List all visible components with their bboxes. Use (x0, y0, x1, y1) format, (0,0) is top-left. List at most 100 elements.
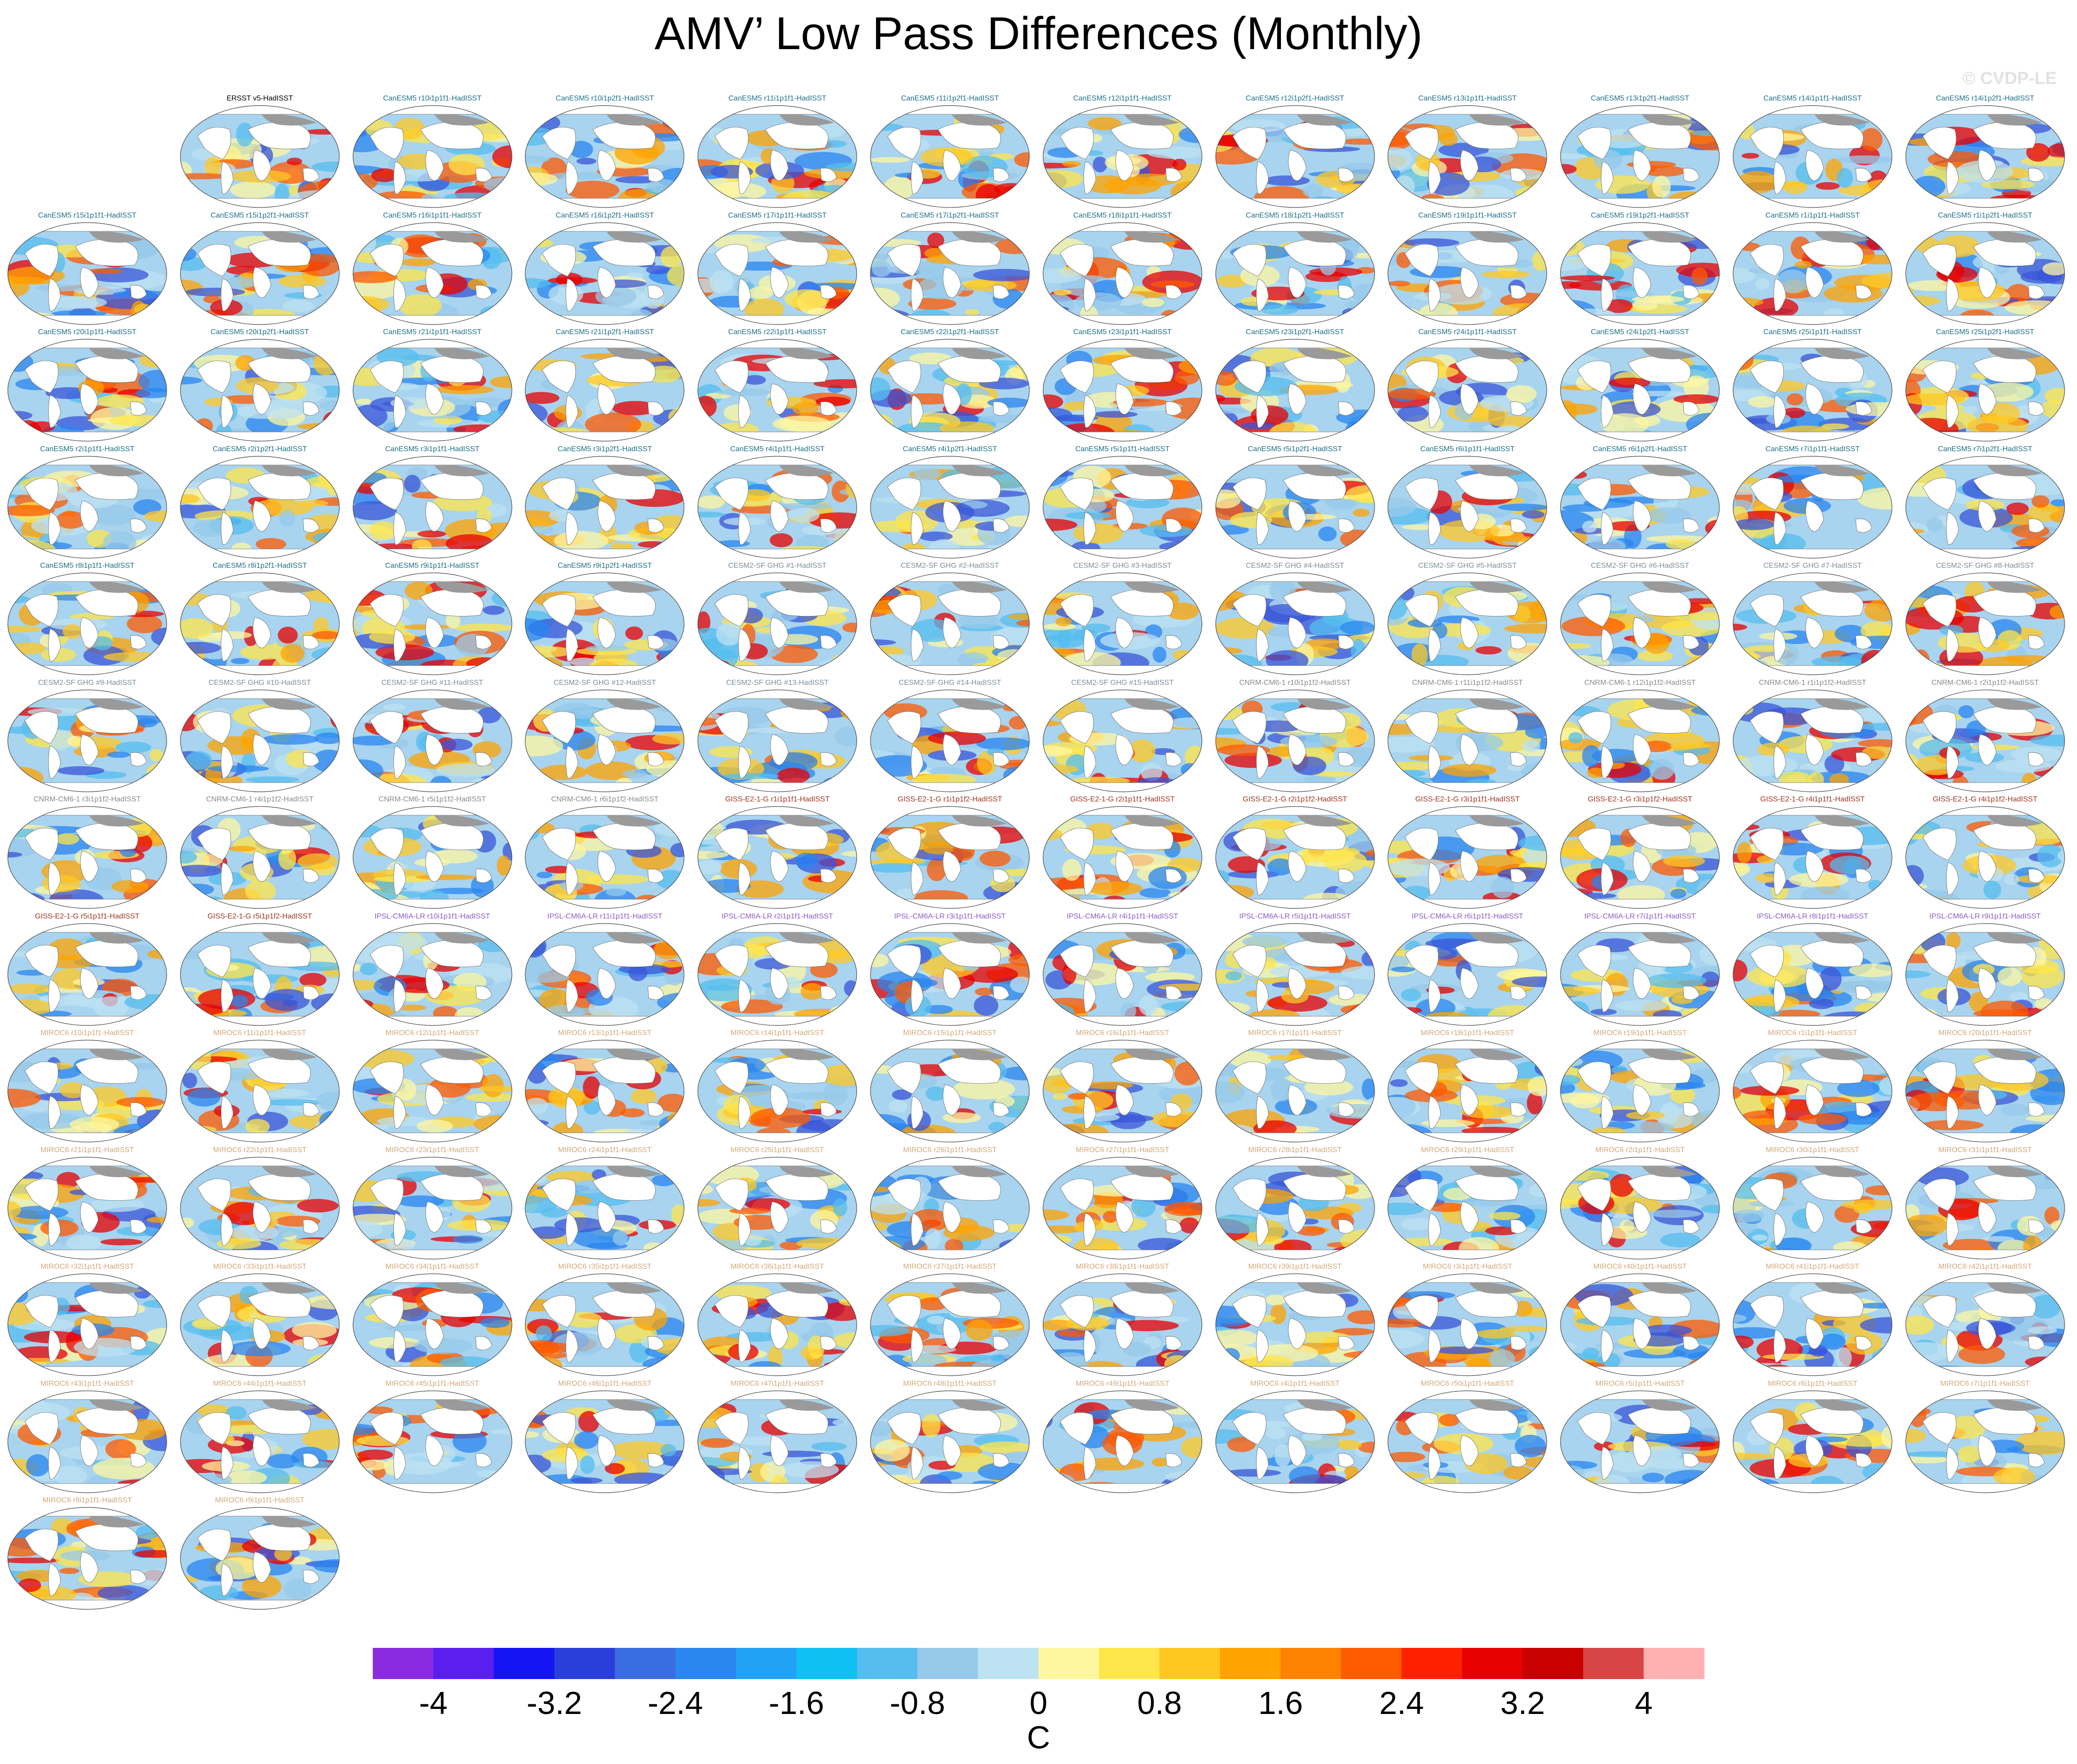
panel-title: CNRM-CM6-1 r4i1p1f2-HadISST (206, 795, 314, 803)
panel-title: CanESM5 r11i1p2f1-HadISST (901, 95, 999, 102)
sst-difference-map (1733, 339, 1892, 442)
panel-title: CanESM5 r9i1p2f1-HadISST (557, 562, 652, 570)
map-panel: MIROC6 r46i1p1f1-HadISST (518, 1379, 691, 1498)
map-panel: CESM2-SF GHG #11-HadISST (346, 678, 519, 797)
map-panel: MIROC6 r45i1p1f1-HadISST (346, 1379, 519, 1498)
map-panel: IPSL-CM6A-LR r8i1p1f1-HadISST (1726, 912, 1899, 1030)
map-panel: CNRM-CM6-1 r4i1p1f2-HadISST (174, 795, 346, 913)
sst-difference-map (525, 105, 685, 208)
panel-title: GISS-E2-1-G r3i1p1f1-HadISST (1415, 795, 1520, 803)
map-panel: MIROC6 r11i1p1f1-HadISST (174, 1029, 346, 1147)
panel-title: MIROC6 r45i1p1f1-HadISST (385, 1379, 479, 1388)
panel-title: MIROC6 r2i1p1f1-HadISST (1595, 1146, 1685, 1154)
map-panel: MIROC6 r20i1p1f1-HadISST (1899, 1029, 2071, 1147)
sst-difference-map (1387, 923, 1547, 1026)
panel-title: CanESM5 r15i1p2f1-HadISST (210, 211, 309, 219)
sst-difference-map (525, 222, 685, 325)
panel-title: CanESM5 r18i1p1f1-HadISST (1073, 211, 1172, 219)
sst-difference-map (1043, 1156, 1202, 1260)
sst-difference-map (1733, 572, 1892, 675)
panel-title: CanESM5 r17i1p2f1-HadISST (900, 211, 999, 219)
sst-difference-map (1043, 105, 1202, 208)
map-panel: CESM2-SF GHG #7-HadISST (1726, 561, 1899, 680)
sst-difference-map (1560, 689, 1720, 792)
map-panel: GISS-E2-1-G r4i1p1f2-HadISST (1899, 795, 2071, 913)
sst-difference-map (1387, 339, 1547, 442)
sst-difference-map (1560, 1040, 1720, 1142)
panel-title: GISS-E2-1-G r3i1p1f2-HadISST (1588, 795, 1692, 803)
sst-difference-map (1905, 339, 2065, 442)
map-panel: CanESM5 r13i1p1f1-HadISST (1381, 94, 1554, 213)
sst-difference-map (180, 339, 340, 442)
panel-title: CanESM5 r14i1p2f1-HadISST (1936, 95, 2034, 102)
panel-title: CanESM5 r22i1p2f1-HadISST (900, 328, 999, 336)
map-panel: MIROC6 r41i1p1f1-HadISST (1726, 1262, 1899, 1381)
panel-title: CESM2-SF GHG #10-HadISST (208, 678, 311, 687)
sst-difference-map (1043, 1390, 1202, 1493)
colorbar-tick-label: -2.4 (647, 1685, 703, 1721)
sst-difference-map (1733, 1156, 1892, 1260)
sst-difference-map (697, 222, 857, 325)
map-panel: MIROC6 r8i1p1f1-HadISST (1, 1496, 174, 1614)
sst-difference-map (870, 1156, 1030, 1260)
map-panel: CanESM5 r1i1p2f1-HadISST (1899, 211, 2071, 330)
map-panel: CanESM5 r10i1p1f1-HadISST (346, 94, 519, 213)
sst-difference-map (1043, 923, 1202, 1026)
map-panel: CanESM5 r13i1p2f1-HadISST (1554, 94, 1726, 213)
panel-title: CanESM5 r3i1p2f1-HadISST (557, 445, 652, 453)
sst-difference-map (352, 339, 512, 442)
panel-title: CanESM5 r21i1p1f1-HadISST (383, 328, 482, 336)
panel-title: IPSL-CM6A-LR r3i1p1f1-HadISST (894, 912, 1006, 920)
map-panel: MIROC6 r44i1p1f1-HadISST (174, 1379, 346, 1498)
sst-difference-map (1387, 1390, 1547, 1493)
panel-title: MIROC6 r24i1p1f1-HadISST (558, 1146, 652, 1154)
sst-difference-map (1905, 455, 2065, 559)
panel-title: MIROC6 r4i1p1f1-HadISST (1250, 1379, 1340, 1388)
panel-title: CanESM5 r17i1p1f1-HadISST (728, 211, 827, 219)
panel-title: MIROC6 r6i1p1f1-HadISST (1768, 1379, 1858, 1388)
panel-title: MIROC6 r41i1p1f1-HadISST (1766, 1263, 1859, 1271)
panel-title: MIROC6 r12i1p1f1-HadISST (385, 1029, 479, 1037)
sst-difference-map (7, 806, 167, 909)
panel-title: CanESM5 r1i1p1f1-HadISST (1765, 211, 1860, 219)
sst-difference-map (1733, 689, 1892, 792)
panel-title: MIROC6 r50i1p1f1-HadISST (1420, 1379, 1515, 1388)
sst-difference-map (7, 1507, 167, 1610)
sst-difference-map (1215, 105, 1375, 208)
panel-title: CanESM5 r15i1p1f1-HadISST (38, 211, 137, 219)
map-panel: MIROC6 r6i1p1f1-HadISST (1726, 1379, 1899, 1498)
panel-title: CanESM5 r8i1p1f1-HadISST (40, 562, 135, 570)
colorbar-tick-label: 3.2 (1500, 1685, 1545, 1721)
map-panel: CanESM5 r8i1p1f1-HadISST (1, 561, 174, 680)
map-panel: MIROC6 r43i1p1f1-HadISST (1, 1379, 174, 1498)
panel-title: MIROC6 r7i1p1f1-HadISST (1940, 1379, 2030, 1388)
panel-title: CanESM5 r20i1p1f1-HadISST (38, 328, 137, 336)
map-panel: MIROC6 r35i1p1f1-HadISST (518, 1262, 691, 1381)
map-panel: MIROC6 r21i1p1f1-HadISST (1, 1146, 174, 1264)
map-panel: CESM2-SF GHG #10-HadISST (174, 678, 346, 797)
sst-difference-map (1905, 1040, 2065, 1142)
sst-difference-map (180, 1040, 340, 1142)
map-panel: CNRM-CM6-1 r3i1p1f2-HadISST (1, 795, 174, 913)
map-panel: CESM2-SF GHG #8-HadISST (1899, 561, 2071, 680)
panel-title: CESM2-SF GHG #2-HadISST (900, 562, 999, 570)
panel-title: MIROC6 r1i1p1f1-HadISST (1768, 1029, 1858, 1037)
panel-title: CanESM5 r5i1p1f1-HadISST (1075, 445, 1170, 453)
colorbar-tick-label: 0 (1029, 1685, 1048, 1721)
sst-difference-map (352, 222, 512, 325)
map-panel: CanESM5 r24i1p2f1-HadISST (1554, 328, 1726, 446)
sst-difference-map (1733, 806, 1892, 909)
panel-title: CanESM5 r7i1p1f1-HadISST (1765, 445, 1860, 453)
panel-title: MIROC6 r26i1p1f1-HadISST (903, 1146, 997, 1154)
sst-difference-map (1560, 339, 1720, 442)
sst-difference-map (697, 1040, 857, 1142)
map-panel: MIROC6 r9i1p1f1-HadISST (174, 1496, 346, 1614)
panel-title: CanESM5 r12i1p2f1-HadISST (1246, 95, 1344, 102)
map-panel: CESM2-SF GHG #5-HadISST (1381, 561, 1554, 680)
map-panel: CanESM5 r14i1p1f1-HadISST (1726, 94, 1899, 213)
panel-title: CanESM5 r21i1p2f1-HadISST (556, 328, 654, 336)
panel-title: MIROC6 r43i1p1f1-HadISST (40, 1379, 134, 1388)
panel-title: MIROC6 r10i1p1f1-HadISST (40, 1029, 134, 1037)
map-panel: CanESM5 r1i1p1f1-HadISST (1726, 211, 1899, 330)
